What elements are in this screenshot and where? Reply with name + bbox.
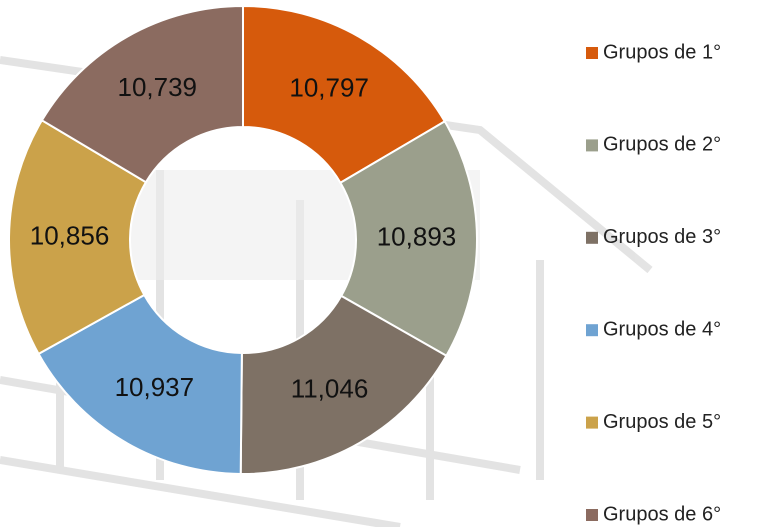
legend-swatch	[586, 232, 598, 244]
legend-swatch	[586, 47, 598, 59]
data-label: 10,937	[115, 372, 195, 402]
legend-label: Grupos de 2°	[603, 134, 721, 156]
chart: 10,797 10,893 11,046 10,937 10,856 10,739 Grup…	[0, 0, 767, 527]
legend-swatch	[586, 509, 598, 521]
legend-label: Grupos de 4°	[603, 318, 721, 340]
legend-label: Grupos de 3°	[603, 226, 721, 248]
legend-swatch	[586, 417, 598, 429]
data-label: 11,046	[291, 373, 369, 403]
data-label: 10,797	[289, 72, 369, 102]
data-label: 10,856	[30, 220, 110, 250]
data-label: 10,893	[377, 222, 457, 252]
legend-label: Grupos de 1°	[603, 41, 721, 63]
data-label: 10,739	[117, 72, 197, 102]
legend-swatch	[586, 139, 598, 151]
legend-swatch	[586, 324, 598, 336]
legend-label: Grupos de 5°	[603, 411, 721, 433]
legend-label: Grupos de 6°	[603, 503, 721, 525]
